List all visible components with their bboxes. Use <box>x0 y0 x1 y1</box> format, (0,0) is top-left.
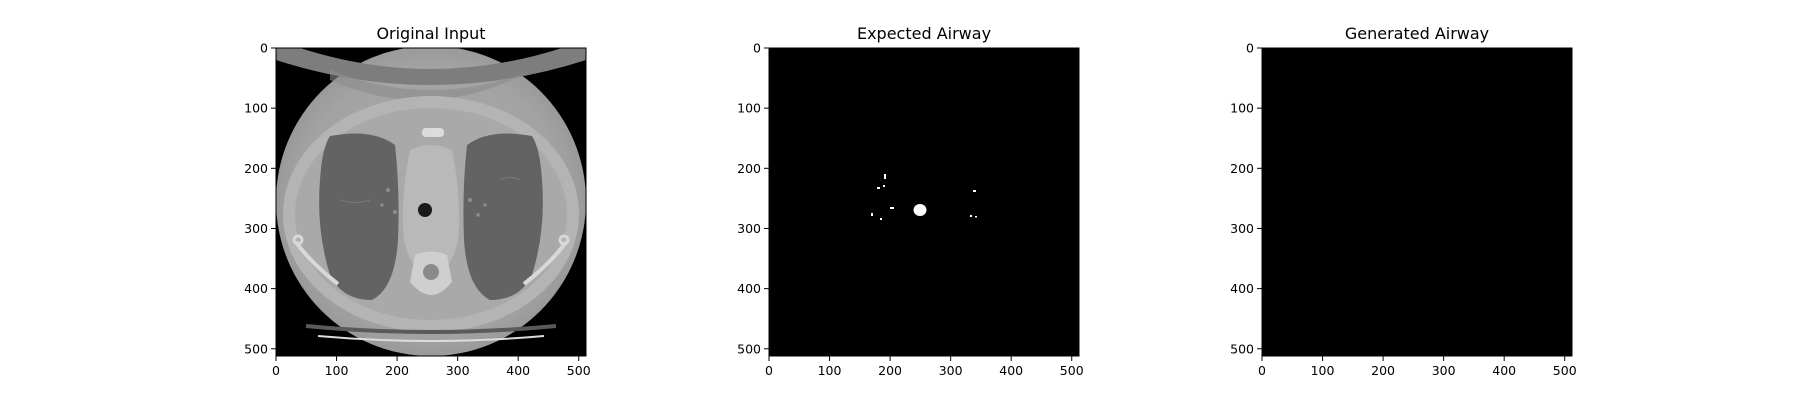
x-tick-label: 500 <box>567 363 591 378</box>
x-axis-ticks: 0 100 200 300 400 500 <box>1258 356 1577 378</box>
y-tick-label: 500 <box>244 341 268 356</box>
y-tick-label: 0 <box>753 41 761 56</box>
x-tick-label: 400 <box>506 363 530 378</box>
y-tick-label: 100 <box>1230 101 1254 116</box>
x-tick-label: 500 <box>1060 363 1084 378</box>
y-tick-label: 0 <box>1246 41 1254 56</box>
x-tick-label: 100 <box>818 363 842 378</box>
x-tick-label: 0 <box>1258 363 1266 378</box>
x-tick-label: 100 <box>1311 363 1335 378</box>
y-tick-label: 100 <box>737 101 761 116</box>
panel-original-input: Original Input <box>244 24 591 378</box>
axes-frame <box>275 47 587 357</box>
y-tick-label: 300 <box>737 221 761 236</box>
y-axis-ticks: 0 100 200 300 400 500 <box>737 41 769 356</box>
x-axis-ticks: 0 100 200 300 400 500 <box>272 356 591 378</box>
x-tick-label: 200 <box>1371 363 1395 378</box>
y-tick-label: 200 <box>1230 161 1254 176</box>
x-tick-label: 200 <box>385 363 409 378</box>
axes-frame <box>1261 47 1573 357</box>
x-tick-label: 200 <box>878 363 902 378</box>
y-tick-label: 500 <box>737 341 761 356</box>
x-tick-label: 300 <box>1432 363 1456 378</box>
axes-frame <box>768 47 1080 357</box>
panel-expected-airway: Expected Airway 0 100 200 300 400 500 0 100 200… <box>737 24 1084 378</box>
y-tick-label: 400 <box>1230 281 1254 296</box>
panel-generated-airway: Generated Airway 0 100 200 300 400 500 0 100 20… <box>1230 24 1577 378</box>
y-tick-label: 400 <box>244 281 268 296</box>
y-tick-label: 500 <box>1230 341 1254 356</box>
x-tick-label: 0 <box>765 363 773 378</box>
generated-airway-mask <box>1262 48 1572 356</box>
y-tick-label: 200 <box>737 161 761 176</box>
x-tick-label: 100 <box>325 363 349 378</box>
y-tick-label: 0 <box>260 41 268 56</box>
x-tick-label: 300 <box>446 363 470 378</box>
x-tick-label: 500 <box>1553 363 1577 378</box>
y-tick-label: 300 <box>244 221 268 236</box>
y-tick-label: 400 <box>737 281 761 296</box>
y-tick-label: 300 <box>1230 221 1254 236</box>
panel-title: Expected Airway <box>857 24 991 43</box>
x-tick-label: 300 <box>939 363 963 378</box>
x-tick-label: 0 <box>272 363 280 378</box>
y-axis-ticks: 0 100 200 300 400 500 <box>244 41 276 356</box>
y-axis-ticks: 0 100 200 300 400 500 <box>1230 41 1262 356</box>
panel-title: Generated Airway <box>1345 24 1489 43</box>
y-tick-label: 200 <box>244 161 268 176</box>
x-axis-ticks: 0 100 200 300 400 500 <box>765 356 1084 378</box>
expected-airway-mask <box>769 48 1079 356</box>
panel-title: Original Input <box>376 24 485 43</box>
y-tick-label: 100 <box>244 101 268 116</box>
ct-slice-image <box>276 48 586 356</box>
x-tick-label: 400 <box>999 363 1023 378</box>
x-tick-label: 400 <box>1492 363 1516 378</box>
